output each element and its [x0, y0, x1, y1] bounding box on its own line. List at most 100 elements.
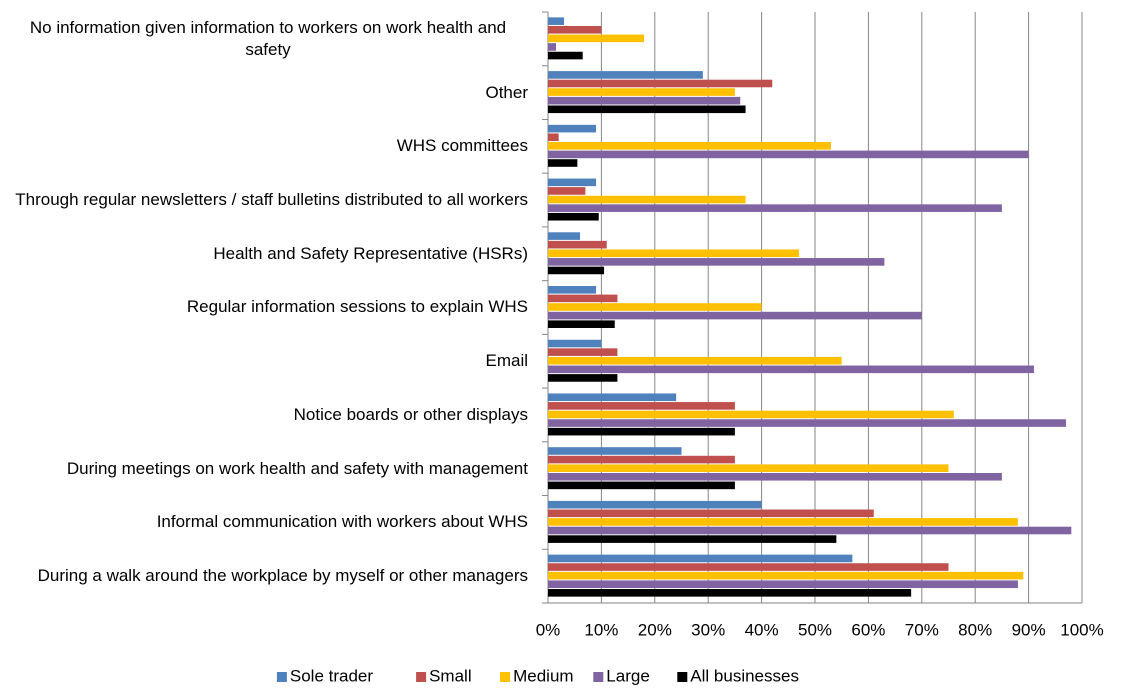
bar — [548, 374, 618, 382]
bar — [548, 43, 557, 51]
bar — [548, 232, 581, 240]
bar — [548, 526, 1072, 535]
bar — [548, 535, 837, 543]
bar — [548, 481, 735, 490]
category-text: During meetings on work health and safet… — [66, 458, 528, 478]
x-tick-label: 0% — [536, 620, 561, 639]
category-text: Regular information sessions to explain … — [186, 297, 528, 317]
legend-label: Small — [429, 666, 472, 685]
bar — [548, 518, 1018, 526]
legend-label: All businesses — [690, 666, 799, 685]
bar — [548, 88, 735, 96]
bar — [548, 320, 615, 328]
bar — [548, 447, 682, 455]
x-tick-label: 40% — [745, 620, 779, 639]
bar — [548, 286, 597, 294]
bar — [548, 142, 832, 150]
bar — [548, 589, 912, 597]
bar — [548, 34, 645, 43]
x-tick-label: 60% — [851, 620, 885, 639]
x-tick-label: 70% — [905, 620, 939, 639]
category-text: During a walk around the workplace by my… — [37, 566, 528, 586]
x-tick-label: 80% — [958, 620, 992, 639]
bar — [548, 124, 597, 133]
x-tick-label: 10% — [584, 620, 618, 639]
bar — [548, 402, 735, 410]
bar — [548, 419, 1066, 427]
bar — [548, 580, 1018, 589]
bar — [548, 249, 799, 258]
bar — [548, 563, 949, 571]
bar — [548, 509, 874, 518]
legend-swatch — [276, 672, 287, 682]
bar — [548, 472, 1002, 481]
legend-label: Medium — [513, 666, 573, 685]
bar — [548, 500, 762, 509]
bar — [548, 339, 602, 348]
y-tick-label: Health and Safety Representative (HSRs) — [0, 227, 528, 281]
category-text: No information given information to work… — [29, 17, 507, 59]
bar — [548, 187, 586, 195]
bar — [548, 410, 954, 419]
bar — [548, 266, 605, 275]
x-tick-label: 100% — [1060, 620, 1103, 639]
category-text: Other — [485, 82, 528, 102]
bar — [548, 25, 602, 34]
y-tick-label: Through regular newsletters / staff bull… — [0, 173, 528, 227]
y-tick-label: No information given information to work… — [0, 12, 528, 66]
bar — [548, 17, 565, 25]
legend-swatch — [677, 672, 688, 682]
y-tick-label: Regular information sessions to explain … — [0, 281, 528, 335]
category-text: Through regular newsletters / staff bull… — [15, 190, 528, 210]
category-text: Health and Safety Representative (HSRs) — [213, 243, 528, 263]
bar — [548, 311, 922, 320]
bar — [548, 133, 559, 142]
x-tick-label: 20% — [638, 620, 672, 639]
bar — [548, 71, 703, 79]
bar — [548, 356, 842, 365]
bar — [548, 258, 885, 266]
bar — [548, 294, 618, 303]
y-tick-label: Other — [0, 66, 528, 120]
bar — [548, 554, 853, 563]
bar — [548, 51, 583, 60]
y-tick-label: Informal communication with workers abou… — [0, 496, 528, 550]
legend-swatch — [500, 672, 511, 682]
category-text: Informal communication with workers abou… — [156, 512, 528, 532]
x-tick-label: 90% — [1012, 620, 1046, 639]
bar — [548, 427, 735, 436]
bar — [548, 464, 949, 472]
category-text: Notice boards or other displays — [293, 404, 528, 424]
bar — [548, 393, 677, 402]
y-tick-label: Notice boards or other displays — [0, 388, 528, 442]
category-text: WHS committees — [396, 136, 528, 156]
category-text: Email — [485, 351, 528, 371]
bar — [548, 455, 735, 464]
y-tick-label: During a walk around the workplace by my… — [0, 549, 528, 603]
bar — [548, 150, 1029, 159]
bar — [548, 96, 741, 105]
bar — [548, 195, 746, 204]
bar — [548, 105, 746, 114]
x-tick-label: 30% — [691, 620, 725, 639]
bar — [548, 79, 773, 88]
legend-swatch — [416, 672, 427, 682]
x-tick-label: 50% — [798, 620, 832, 639]
legend-swatch — [593, 672, 604, 682]
bar — [548, 240, 607, 249]
y-tick-label: WHS committees — [0, 119, 528, 173]
bar — [548, 159, 578, 167]
bar — [548, 204, 1002, 212]
bar — [548, 178, 597, 187]
bar — [548, 365, 1034, 374]
bar — [548, 212, 599, 221]
y-tick-label: During meetings on work health and safet… — [0, 442, 528, 496]
legend-label: Large — [606, 666, 649, 685]
legend-label: Sole trader — [290, 666, 373, 685]
bar — [548, 303, 762, 311]
bar — [548, 348, 618, 356]
y-tick-label: Email — [0, 334, 528, 388]
bar — [548, 571, 1024, 580]
